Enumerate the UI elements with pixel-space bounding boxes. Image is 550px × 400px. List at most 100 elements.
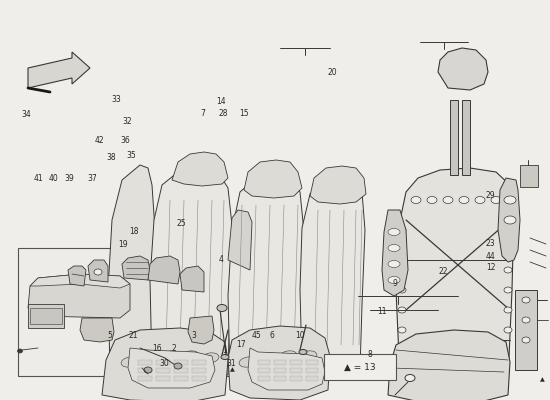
Polygon shape xyxy=(30,274,130,288)
Ellipse shape xyxy=(239,357,257,367)
Ellipse shape xyxy=(388,260,400,268)
Ellipse shape xyxy=(405,374,415,382)
Ellipse shape xyxy=(427,196,437,204)
Text: 1: 1 xyxy=(222,346,227,355)
Polygon shape xyxy=(188,316,214,344)
Ellipse shape xyxy=(141,353,159,363)
Ellipse shape xyxy=(504,227,512,233)
Ellipse shape xyxy=(411,356,421,364)
Bar xyxy=(192,360,206,365)
Ellipse shape xyxy=(443,346,453,354)
Ellipse shape xyxy=(504,247,512,253)
Text: 2: 2 xyxy=(172,344,176,353)
Text: 3: 3 xyxy=(191,331,196,340)
Ellipse shape xyxy=(504,307,512,313)
Text: 11: 11 xyxy=(377,307,387,316)
FancyBboxPatch shape xyxy=(324,354,396,380)
Ellipse shape xyxy=(475,356,485,364)
Polygon shape xyxy=(388,330,510,400)
Ellipse shape xyxy=(504,287,512,293)
Text: 8: 8 xyxy=(367,350,372,359)
Ellipse shape xyxy=(522,297,530,303)
Ellipse shape xyxy=(491,346,501,354)
Bar xyxy=(462,100,470,175)
Bar xyxy=(290,376,302,381)
Ellipse shape xyxy=(427,346,437,354)
Ellipse shape xyxy=(491,356,501,364)
Bar xyxy=(450,100,458,175)
Bar xyxy=(138,376,152,381)
Text: 17: 17 xyxy=(236,340,246,349)
Polygon shape xyxy=(28,52,90,88)
Text: 42: 42 xyxy=(94,136,104,145)
Text: 38: 38 xyxy=(106,153,116,162)
Ellipse shape xyxy=(475,196,485,204)
Ellipse shape xyxy=(491,196,501,204)
Ellipse shape xyxy=(299,350,307,354)
Ellipse shape xyxy=(398,287,406,293)
Ellipse shape xyxy=(279,351,297,361)
Ellipse shape xyxy=(459,356,469,364)
Ellipse shape xyxy=(174,363,182,369)
Ellipse shape xyxy=(398,267,406,273)
Bar xyxy=(290,368,302,373)
Bar xyxy=(156,376,170,381)
Polygon shape xyxy=(172,152,228,186)
Text: 12: 12 xyxy=(486,263,496,272)
Ellipse shape xyxy=(504,267,512,273)
Bar xyxy=(156,360,170,365)
Polygon shape xyxy=(228,172,304,375)
Polygon shape xyxy=(180,266,204,292)
Text: 28: 28 xyxy=(218,109,228,118)
Polygon shape xyxy=(396,168,514,380)
Ellipse shape xyxy=(161,351,179,361)
Ellipse shape xyxy=(18,349,23,353)
Text: 45: 45 xyxy=(251,331,261,340)
Ellipse shape xyxy=(427,356,437,364)
Ellipse shape xyxy=(522,317,530,323)
Polygon shape xyxy=(310,166,366,204)
Polygon shape xyxy=(228,326,330,400)
Bar xyxy=(290,360,302,365)
Text: 33: 33 xyxy=(112,96,122,104)
Ellipse shape xyxy=(459,196,469,204)
Text: 37: 37 xyxy=(87,174,97,183)
Ellipse shape xyxy=(121,357,139,367)
Text: 22: 22 xyxy=(438,268,448,276)
Polygon shape xyxy=(498,178,520,262)
Ellipse shape xyxy=(411,346,421,354)
Polygon shape xyxy=(80,318,114,342)
Text: 29: 29 xyxy=(486,192,496,200)
Polygon shape xyxy=(148,256,180,284)
Ellipse shape xyxy=(388,228,400,236)
Polygon shape xyxy=(244,160,302,198)
Bar xyxy=(520,165,538,187)
Bar xyxy=(174,360,188,365)
Ellipse shape xyxy=(398,247,406,253)
Polygon shape xyxy=(228,210,252,270)
Text: ▲ = 13: ▲ = 13 xyxy=(344,362,376,372)
Ellipse shape xyxy=(388,244,400,252)
Ellipse shape xyxy=(504,327,512,333)
Bar xyxy=(138,368,152,373)
Ellipse shape xyxy=(398,307,406,313)
Text: 23: 23 xyxy=(486,239,496,248)
Text: 36: 36 xyxy=(120,136,130,145)
Text: 5: 5 xyxy=(108,331,112,340)
Text: 34: 34 xyxy=(21,110,31,119)
Text: 32: 32 xyxy=(123,117,133,126)
Ellipse shape xyxy=(459,346,469,354)
Polygon shape xyxy=(438,48,488,90)
Polygon shape xyxy=(382,210,408,296)
Polygon shape xyxy=(248,348,325,390)
Ellipse shape xyxy=(411,196,421,204)
Bar xyxy=(174,376,188,381)
Ellipse shape xyxy=(259,353,277,363)
Text: ▲: ▲ xyxy=(540,378,544,382)
Polygon shape xyxy=(122,256,150,280)
Bar xyxy=(30,308,62,324)
Text: 30: 30 xyxy=(159,359,169,368)
Ellipse shape xyxy=(217,304,227,312)
Ellipse shape xyxy=(221,354,229,360)
Ellipse shape xyxy=(181,351,199,361)
